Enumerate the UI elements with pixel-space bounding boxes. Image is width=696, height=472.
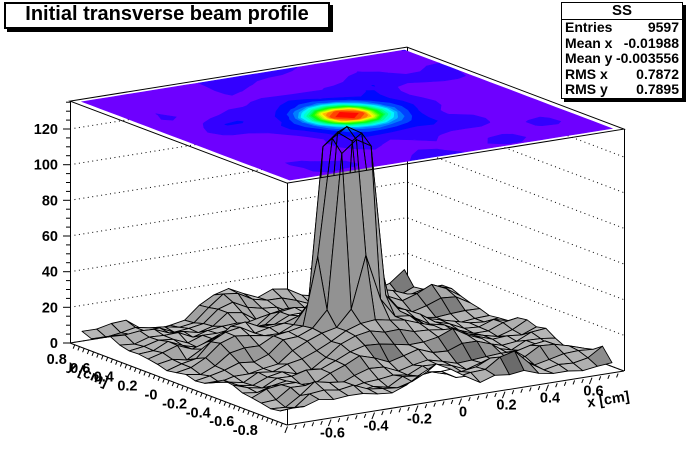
svg-text:0.4: 0.4 xyxy=(540,391,560,407)
svg-text:0.6: 0.6 xyxy=(583,384,603,400)
svg-text:40: 40 xyxy=(42,265,58,281)
svg-text:-0.6: -0.6 xyxy=(209,414,234,430)
svg-text:-0.8: -0.8 xyxy=(233,423,258,439)
svg-text:-0: -0 xyxy=(145,388,158,404)
svg-text:0: 0 xyxy=(459,405,467,421)
svg-text:80: 80 xyxy=(42,193,58,209)
svg-text:0: 0 xyxy=(50,336,58,352)
svg-text:0.6: 0.6 xyxy=(70,361,90,377)
svg-text:100: 100 xyxy=(34,158,58,174)
svg-text:20: 20 xyxy=(42,300,58,316)
svg-text:-0.4: -0.4 xyxy=(186,405,211,421)
svg-text:-0.2: -0.2 xyxy=(407,412,432,428)
svg-text:0.2: 0.2 xyxy=(496,398,516,414)
svg-text:0.2: 0.2 xyxy=(117,379,137,395)
svg-text:-0.2: -0.2 xyxy=(162,396,187,412)
svg-text:0.8: 0.8 xyxy=(47,352,67,368)
svg-text:-0.6: -0.6 xyxy=(320,426,345,442)
svg-text:60: 60 xyxy=(42,229,58,245)
svg-text:0.4: 0.4 xyxy=(94,370,114,386)
svg-text:120: 120 xyxy=(34,122,58,138)
svg-text:x [cm]: x [cm] xyxy=(586,389,631,412)
svg-text:-0.4: -0.4 xyxy=(364,419,389,435)
